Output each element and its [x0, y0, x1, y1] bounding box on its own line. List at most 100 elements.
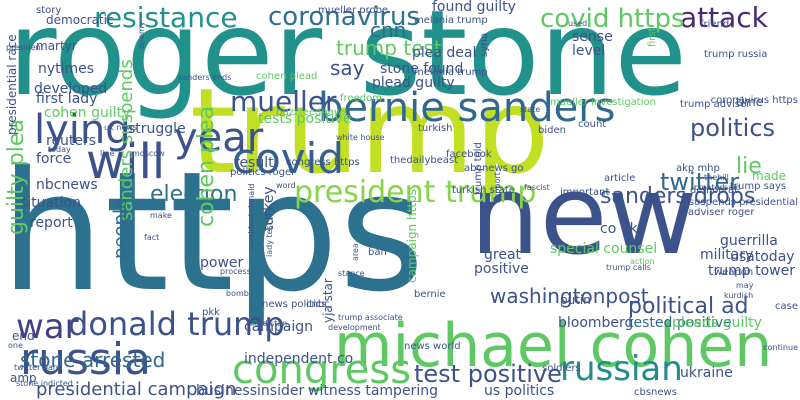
- word-covid: covid: [232, 134, 344, 183]
- word-trump: trump: [190, 62, 550, 200]
- word-made: made: [752, 169, 787, 183]
- word-bloomberg: bloomberg: [558, 315, 634, 331]
- word-ukraine: ukraine: [680, 365, 733, 381]
- word-make: make: [150, 211, 172, 220]
- word-today: today: [48, 145, 71, 154]
- word-trump-test: trump test: [336, 36, 442, 60]
- word-political-ad: political ad: [628, 294, 749, 319]
- word-one: one: [8, 341, 23, 350]
- word-usatoday: usatoday: [730, 249, 795, 265]
- word-trump-calls: trump calls: [606, 263, 651, 272]
- word-cbsnews: cbsnews: [634, 387, 677, 398]
- word-stance: stance: [338, 269, 365, 278]
- word-may: may: [736, 281, 754, 290]
- word-nytimes: nytimes: [38, 61, 95, 77]
- word-turkish-state: turkish state: [452, 185, 515, 196]
- word-cohen-plea: cohen plea: [194, 105, 219, 227]
- word-cohen-guilty: cohen guilty: [44, 105, 131, 121]
- word-trump-tower: trump tower: [708, 263, 795, 279]
- word-michael-cohen: michael cohen: [334, 311, 773, 381]
- word-covid-https: covid https: [540, 4, 685, 34]
- word-democratic: democratic: [46, 13, 114, 27]
- word-kurdish: kurdish: [724, 291, 754, 300]
- word-akp-mhp: akp mhp: [676, 163, 720, 174]
- word-white-house: white house: [336, 133, 385, 142]
- word-coronavirus-https: coronavirus https: [710, 95, 798, 106]
- word-melania-trump: melania trump: [414, 15, 488, 26]
- word-washingtonpost: washingtonpost: [490, 284, 649, 308]
- word-time: time: [736, 95, 764, 109]
- word-cnbc: cnbc: [306, 299, 330, 310]
- word-plead-guilty: plead guilty: [372, 75, 455, 91]
- word-president-trump: president trump: [294, 175, 537, 210]
- word-businessinsider: businessinsider: [196, 383, 305, 399]
- word-twitter-ban: twitter ban: [14, 363, 58, 372]
- word-new: new: [470, 151, 698, 279]
- word-president: president: [6, 43, 44, 52]
- word-bomb: bomb: [226, 289, 249, 298]
- word-election: election: [150, 182, 238, 207]
- word-campaign-https: campaign https: [405, 189, 419, 283]
- word-politics-roger: politics roger: [230, 167, 296, 178]
- word-developed: developed: [34, 81, 108, 97]
- word-freedom: freedom: [340, 93, 382, 104]
- word-kurdistan: kurdistan: [250, 319, 288, 328]
- word-area: area: [351, 243, 360, 261]
- word-found-guilty: found guilty: [432, 0, 516, 15]
- word-thehill: thehill: [704, 173, 729, 182]
- word-witness-tampering: witness tampering: [308, 383, 438, 399]
- word-state: state: [520, 105, 541, 114]
- word-enemy: enemy: [137, 21, 146, 49]
- word-created: created: [694, 183, 725, 192]
- word-reuters: reuters: [46, 133, 97, 149]
- word-moscow: moscow: [132, 149, 165, 158]
- word-sanders-ends: sanders ends: [178, 73, 232, 82]
- word-mueller-probe: mueller probe: [318, 5, 389, 16]
- word-development: development: [328, 323, 381, 332]
- word-resistance: resistance: [94, 1, 238, 34]
- word-https: https: [0, 136, 425, 328]
- word-situation: situation: [20, 195, 81, 211]
- word-independent-co: independent co: [244, 351, 354, 367]
- word-lie: lie: [736, 154, 762, 179]
- word-used: used: [568, 19, 588, 28]
- word-congress-https: congress https: [286, 157, 360, 168]
- word-mueller-investigation: mueller investigation: [550, 97, 656, 108]
- word-process: process: [220, 267, 251, 276]
- word-weapon: weapon: [714, 267, 754, 278]
- word-pleads-guilty: pleads guilty: [672, 315, 762, 331]
- word-action: action: [630, 257, 655, 266]
- word-attack: attack: [680, 1, 768, 34]
- word-melania-trump: melania trump: [414, 67, 488, 78]
- word-test-positive: test positive: [414, 360, 562, 388]
- word-will: will: [86, 134, 166, 190]
- word-politics: politics: [690, 114, 776, 142]
- word-amp: amp: [10, 371, 37, 385]
- word-first: first: [647, 27, 658, 47]
- word-presidential-campaign: presidential campaign: [36, 379, 237, 400]
- word-sanders-drops: sanders drops: [600, 184, 756, 209]
- word-trump-adviser: trump adviser: [680, 99, 751, 110]
- word-great: great: [484, 247, 522, 263]
- word-pkk: pkk: [202, 307, 220, 318]
- word-fact: fact: [144, 233, 160, 242]
- word-support: support: [493, 172, 502, 203]
- word-year: year: [174, 115, 264, 161]
- word-buzzfeednews: buzzfeednews: [276, 107, 348, 118]
- word-story: story: [36, 5, 62, 16]
- word-case: case: [775, 301, 798, 312]
- word-count: count: [578, 119, 607, 130]
- word-martyr: martyr: [36, 39, 77, 53]
- word-abcnews-go: abcnews go: [464, 163, 524, 174]
- word-say: say: [330, 56, 365, 80]
- word-people: people: [110, 197, 131, 259]
- word-force: force: [36, 151, 72, 167]
- word-said: said: [724, 183, 741, 192]
- word-guilty-plea: guilty plea: [4, 119, 29, 235]
- word-ban: ban: [368, 247, 387, 258]
- word-article: article: [604, 173, 636, 184]
- word-adviser-roger: adviser roger: [688, 207, 755, 218]
- word-news-world: news world: [404, 341, 461, 352]
- word-turkish: turkish: [418, 123, 453, 134]
